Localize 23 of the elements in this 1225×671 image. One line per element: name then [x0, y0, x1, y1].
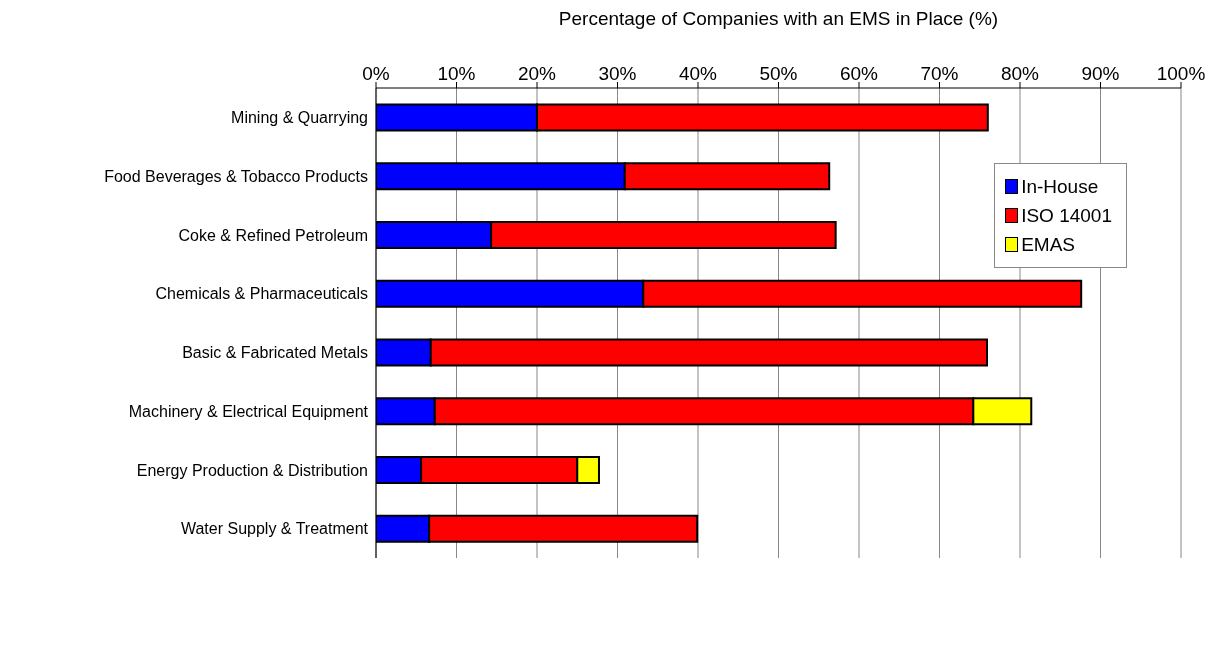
legend-label: ISO 14001 [1021, 204, 1112, 228]
x-tick-label: 100% [1156, 63, 1206, 84]
x-tick-label: 90% [1081, 63, 1120, 84]
y-tick-label: Coke & Refined Petroleum [178, 226, 368, 244]
x-axis-title: Percentage of Companies with an EMS in Place (%) [558, 7, 999, 29]
y-tick-label: Basic & Fabricated Metals [182, 344, 368, 362]
y-tick-label: Machinery & Electrical Equipment [128, 402, 369, 420]
x-tick-label: 70% [920, 63, 959, 84]
y-tick-label: Water Supply & Treatment [180, 520, 369, 538]
x-tick-label: 0% [362, 63, 390, 84]
y-tick-label: Chemicals & Pharmaceuticals [155, 285, 368, 303]
y-tick-label: Food Beverages & Tobacco Products [104, 167, 368, 185]
x-tick-label: 10% [437, 63, 476, 84]
x-tick-label: 30% [598, 63, 637, 84]
x-tick-label: 40% [678, 63, 718, 84]
x-tick-label: 50% [759, 63, 798, 84]
x-tick-label: 60% [839, 63, 879, 84]
y-tick-label: Energy Production & Distribution [136, 461, 368, 479]
y-tick-label: Mining & Quarrying [231, 109, 368, 127]
x-tick-label: 20% [517, 63, 557, 84]
x-tick-label: 80% [1000, 63, 1040, 84]
legend-label: EMAS [1021, 233, 1076, 257]
legend-label: In-House [1021, 175, 1099, 199]
